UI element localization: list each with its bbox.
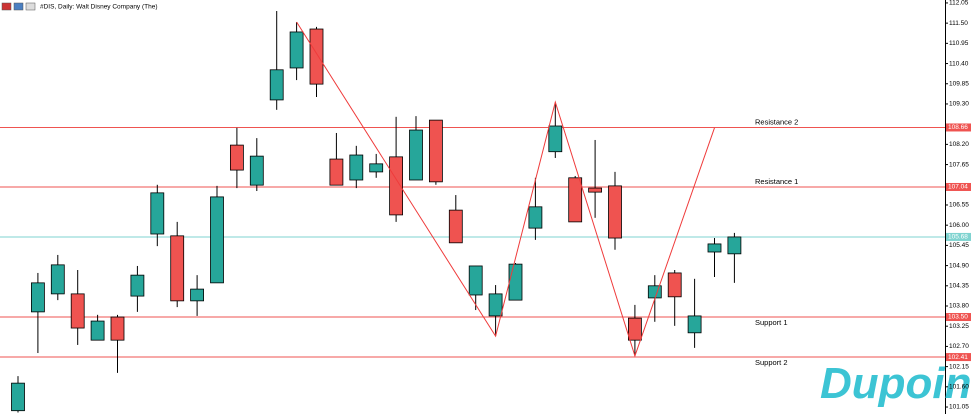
candle-body (309, 28, 324, 85)
candle-body (30, 282, 45, 313)
level-price-label: 108.66 (948, 124, 968, 131)
candle-body (50, 264, 65, 295)
y-tick-label: 109.85 (949, 80, 969, 87)
candle-body (329, 158, 344, 186)
candle-body (70, 293, 85, 329)
candle-body (548, 125, 563, 153)
y-tick-label: 107.65 (949, 161, 969, 168)
toolbar-icons (1, 2, 36, 11)
candle-body (707, 243, 722, 253)
y-tick-label: 103.25 (949, 323, 969, 330)
y-tick-label: 102.15 (949, 363, 969, 370)
candle-body (210, 196, 224, 284)
candle-body (727, 236, 742, 255)
level-name: Resistance 2 (755, 117, 798, 126)
watermark: Dupoin (820, 359, 971, 408)
candle-body (608, 185, 622, 239)
level-price-label: 103.50 (948, 314, 968, 321)
candle-body (588, 187, 602, 193)
level-name: Resistance 1 (755, 177, 798, 186)
y-tick-label: 110.95 (949, 40, 969, 47)
candle-body (389, 156, 404, 216)
y-tick-label: 112.05 (949, 0, 969, 7)
chart-title: #DIS, Daily: Walt Disney Company (The) (40, 4, 158, 11)
candle-body (528, 206, 543, 229)
candle-body (369, 163, 384, 173)
y-tick-label: 106.55 (949, 202, 969, 209)
level-price-box (946, 123, 971, 132)
candle-body (249, 155, 264, 186)
y-tick-label: 101.05 (949, 404, 969, 411)
candle-body (229, 144, 244, 171)
level-name: Support 2 (755, 358, 788, 367)
y-tick-label: 110.40 (949, 60, 969, 67)
candle-body (150, 192, 165, 235)
level-price-box (946, 313, 971, 322)
candle-body (647, 285, 662, 299)
y-tick-label: 102.70 (949, 343, 969, 350)
y-tick-label: 111.50 (949, 20, 968, 27)
candle-body (508, 263, 523, 301)
candle-body (628, 317, 642, 341)
candle-body (428, 119, 443, 183)
y-tick-label: 108.20 (949, 141, 969, 148)
candle-body (190, 288, 205, 302)
candle-body (170, 235, 185, 302)
candle-body (687, 315, 702, 334)
level-name: Support 1 (755, 318, 788, 327)
candle-body (667, 272, 682, 298)
current-price-box (946, 232, 971, 241)
candle-body (568, 177, 583, 223)
candle-body (269, 69, 284, 101)
y-tick-label: 109.30 (949, 101, 969, 108)
candle-body (11, 382, 25, 412)
level-price-label: 107.04 (948, 184, 968, 191)
candle-body (488, 293, 503, 317)
candle-body (110, 316, 125, 341)
level-price-box (946, 182, 971, 191)
y-tick-label: 103.80 (949, 303, 969, 310)
y-tick-label: 106.00 (949, 222, 969, 229)
y-tick-label: 104.35 (949, 283, 969, 290)
zigzag-line (296, 21, 715, 358)
candle-body (468, 265, 483, 296)
candle-body (448, 209, 463, 244)
candle-body (409, 129, 423, 181)
candle-body (289, 31, 304, 69)
candle-body (349, 154, 364, 181)
current-price-label: 105.68 (948, 234, 968, 241)
y-tick-label: 104.90 (949, 262, 969, 269)
level-price-label: 102.41 (948, 354, 968, 361)
y-tick-label: 101.60 (949, 384, 969, 391)
level-price-box (946, 353, 971, 362)
y-tick-label: 105.45 (949, 242, 969, 249)
candle-body (90, 320, 105, 341)
candle-body (130, 274, 145, 297)
